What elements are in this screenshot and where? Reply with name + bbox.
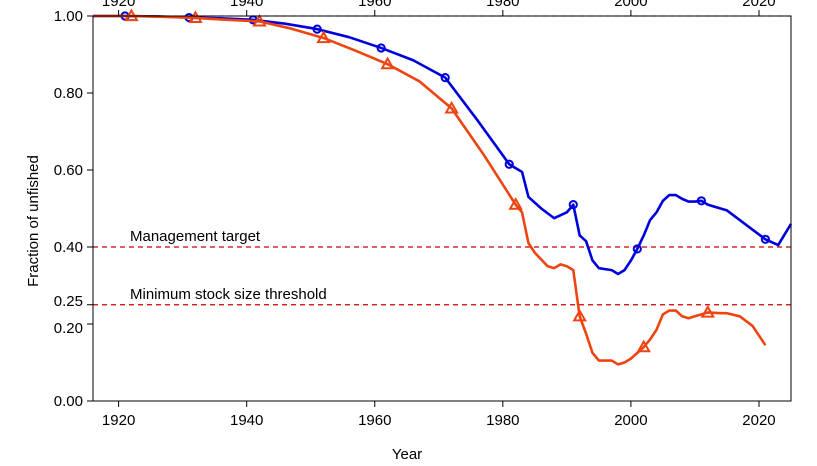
x-tick-label-top-1: 1940 [230, 0, 263, 10]
series-1-point-7 [572, 308, 587, 322]
x-tick-label-bottom-1: 1940 [230, 412, 263, 429]
series-1-point-1 [188, 10, 203, 24]
series-1-point-9 [700, 304, 715, 318]
x-tick-label-bottom-3: 1980 [486, 412, 519, 429]
x-tick-label-top-0: 1920 [102, 0, 135, 10]
series-1-point-4 [380, 56, 395, 70]
series-0-point-7 [568, 200, 578, 210]
series-0-point-10 [760, 234, 770, 244]
plot-frame [92, 15, 792, 402]
x-tick-label-top-2: 1960 [358, 0, 391, 10]
series-1-point-8 [636, 339, 651, 353]
x-axis-label: Year [392, 446, 422, 463]
series-layer [93, 8, 793, 366]
series-1-point-2 [252, 13, 267, 27]
x-tick-label-bottom-5: 2020 [742, 412, 775, 429]
series-0-point-4 [376, 43, 386, 53]
x-tick-label-top-4: 2000 [614, 0, 647, 10]
y-tick-label-6: 1.00 [54, 8, 83, 25]
series-0-point-3 [312, 24, 322, 34]
x-tick-label-bottom-4: 2000 [614, 412, 647, 429]
series-0-point-9 [696, 196, 706, 206]
y-tick-label-3: 0.40 [54, 239, 83, 256]
y-tick-label-1: 0.20 [54, 320, 83, 337]
series-0-point-6 [504, 159, 514, 169]
series-1-point-5 [444, 100, 459, 114]
y-tick-label-0: 0.00 [54, 393, 83, 410]
x-tick-label-top-5: 2020 [742, 0, 775, 10]
reference-line-label-2: Minimum stock size threshold [130, 286, 327, 303]
x-tick-label-top-3: 1980 [486, 0, 519, 10]
series-line-0 [93, 14, 793, 276]
x-tick-label-bottom-0: 1920 [102, 412, 135, 429]
series-0-point-5 [440, 73, 450, 83]
y-tick-label-4: 0.60 [54, 162, 83, 179]
reference-line-label-1: Management target [130, 228, 261, 245]
series-0-point-8 [632, 244, 642, 254]
series-1-point-3 [316, 30, 331, 44]
y-axis-label: Fraction of unfished [25, 155, 42, 287]
series-1-point-0 [124, 8, 139, 22]
x-tick-label-bottom-2: 1960 [358, 412, 391, 429]
y-tick-label-2: 0.25 [54, 293, 83, 310]
ticks-layer: 1920 1920 1940 1940 1960 1960 1980 1980 2000 2000… [54, 0, 776, 429]
series-line-1 [93, 14, 767, 366]
series-1-point-6 [508, 197, 523, 210]
reference-lines: Management target Minimum stock size thre… [93, 15, 791, 306]
y-tick-label-5: 0.80 [54, 85, 83, 102]
